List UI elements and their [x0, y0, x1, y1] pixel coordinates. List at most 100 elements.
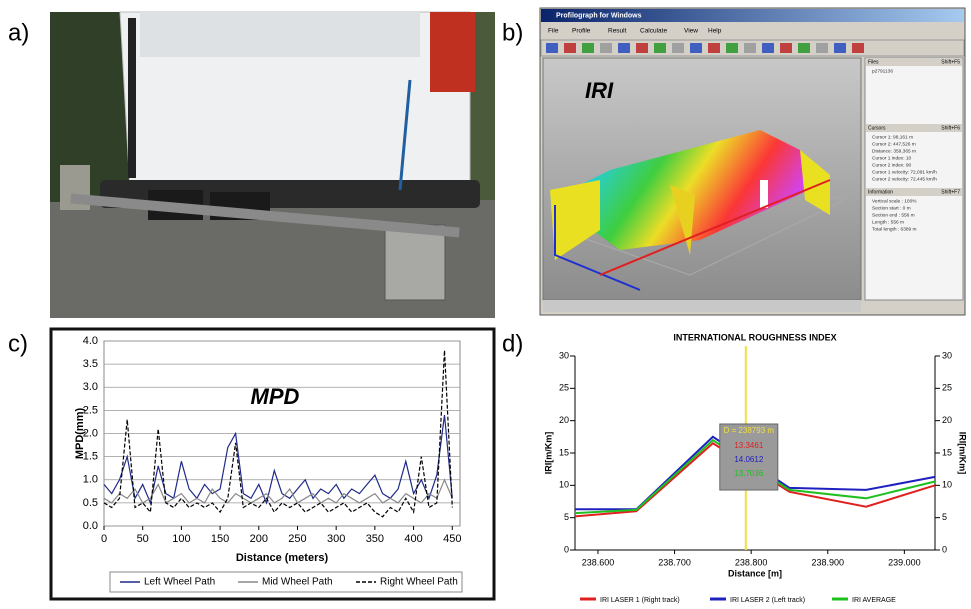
toolbar-button[interactable]	[546, 43, 558, 53]
x-tick-label: 250	[288, 533, 306, 545]
y2-tick-label: 10	[942, 480, 952, 490]
x-tick-label: 50	[137, 533, 149, 545]
annotation: MPD	[251, 384, 300, 409]
panel-item: Distance: 359,365 m	[872, 148, 916, 154]
y-tick-label: 20	[559, 415, 569, 425]
x-tick-label: 100	[172, 533, 190, 545]
y2-tick-label: 5	[942, 512, 947, 522]
legend-label: IRI LASER 1 (Right track)	[600, 597, 680, 604]
legend-label: Right Wheel Path	[380, 577, 458, 588]
panel-header	[866, 124, 962, 132]
chart-title: INTERNATIONAL ROUGHNESS INDEX	[673, 332, 836, 342]
panel-item: Cursor 2 index: 90	[872, 162, 912, 168]
panel-item: Vertical scale : 100%	[872, 198, 917, 204]
x-tick-label: 238.800	[735, 557, 768, 567]
legend-label: Mid Wheel Path	[262, 577, 333, 588]
toolbar-button[interactable]	[618, 43, 630, 53]
legend-label: IRI LASER 2 (Left track)	[730, 597, 805, 604]
y-tick-label: 25	[559, 383, 569, 393]
panel-title: Information	[868, 189, 893, 195]
y-axis-label: MPD(mm)	[74, 408, 86, 460]
panel-item: Cursor 1 index: 10	[872, 155, 912, 161]
toolbar-button[interactable]	[816, 43, 828, 53]
series-line	[103, 350, 453, 518]
panel-label: b)	[502, 19, 523, 46]
y-axis-label: IRI[m/Km]	[543, 432, 553, 475]
y-tick-label: 0.0	[83, 520, 98, 532]
x-tick-label: 200	[250, 533, 268, 545]
menu-item: View	[684, 28, 698, 35]
toolbar-button[interactable]	[834, 43, 846, 53]
y-tick-label: 10	[559, 480, 569, 490]
panel-item: Cursor 2: 447,526 m	[872, 141, 916, 147]
menu-item: Calculate	[640, 28, 667, 35]
y-tick-label: 0	[564, 544, 569, 554]
panel-item: Cursor 1 velocity: 72,091 km/h	[872, 169, 937, 175]
cursor-value: 13.7036	[734, 469, 763, 478]
series-line	[103, 414, 453, 505]
panel-label: c)	[8, 330, 28, 357]
y2-axis-label: IRI[m/Km]	[958, 432, 968, 475]
x-tick-label: 150	[211, 533, 229, 545]
panel-item: Length : 556 m	[872, 219, 904, 225]
legend-label: Left Wheel Path	[144, 577, 215, 588]
y-tick-label: 5	[564, 512, 569, 522]
x-tick-label: 350	[366, 533, 384, 545]
toolbar-button[interactable]	[852, 43, 864, 53]
panel-item: p2791136	[872, 68, 893, 74]
toolbar-button[interactable]	[798, 43, 810, 53]
cursor-label: D = 238793 m	[724, 426, 775, 435]
panel-item: Section end : 556 m	[872, 212, 915, 218]
x-tick-label: 400	[404, 533, 422, 545]
panel-item: Cursor 2 velocity: 72,445 km/h	[872, 176, 937, 182]
series-line	[103, 478, 453, 504]
y-tick-label: 1.5	[83, 451, 98, 463]
panel-header	[866, 188, 962, 196]
y-tick-label: 15	[559, 447, 569, 457]
toolbar-button[interactable]	[744, 43, 756, 53]
y2-tick-label: 0	[942, 544, 947, 554]
x-tick-label: 300	[327, 533, 345, 545]
toolbar-button[interactable]	[672, 43, 684, 53]
toolbar-button[interactable]	[708, 43, 720, 53]
legend-box	[109, 571, 463, 593]
y-tick-label: 1.0	[83, 474, 98, 486]
software-window	[539, 7, 966, 316]
x-tick-label: 238.600	[582, 557, 615, 567]
y2-tick-label: 20	[942, 415, 952, 425]
panel-label: a)	[8, 19, 29, 46]
toolbar-button[interactable]	[780, 43, 792, 53]
y2-tick-label: 25	[942, 383, 952, 393]
toolbar-button[interactable]	[582, 43, 594, 53]
x-tick-label: 0	[101, 533, 107, 545]
panel-label: d)	[502, 330, 523, 357]
panel-title: Cursors	[868, 125, 886, 131]
x-tick-label: 450	[443, 533, 461, 545]
toolbar-button[interactable]	[564, 43, 576, 53]
toolbar-button[interactable]	[762, 43, 774, 53]
y2-tick-label: 15	[942, 447, 952, 457]
panel-header	[866, 58, 962, 66]
panel-item: Cursor 1: 98,161 m	[872, 134, 913, 140]
panel-shortcut: Shift+F6	[941, 125, 960, 131]
cursor-value: 14.0612	[734, 455, 763, 464]
y-tick-label: 2.0	[83, 427, 98, 439]
y-tick-label: 3.5	[83, 358, 98, 370]
menu-item: File	[548, 28, 559, 35]
y-tick-label: 3.0	[83, 381, 98, 393]
x-tick-label: 239.000	[888, 557, 921, 567]
menu-item: Profile	[572, 28, 591, 35]
panel-item: Section start : 0 m	[872, 205, 911, 211]
toolbar-button[interactable]	[690, 43, 702, 53]
x-axis-label: Distance (meters)	[236, 552, 329, 564]
toolbar-button[interactable]	[636, 43, 648, 53]
y2-tick-label: 30	[942, 350, 952, 360]
toolbar-button[interactable]	[726, 43, 738, 53]
toolbar-button[interactable]	[600, 43, 612, 53]
panel-title: Files	[868, 59, 879, 65]
x-tick-label: 238.900	[811, 557, 844, 567]
cursor-box	[719, 423, 779, 491]
toolbar-button[interactable]	[654, 43, 666, 53]
